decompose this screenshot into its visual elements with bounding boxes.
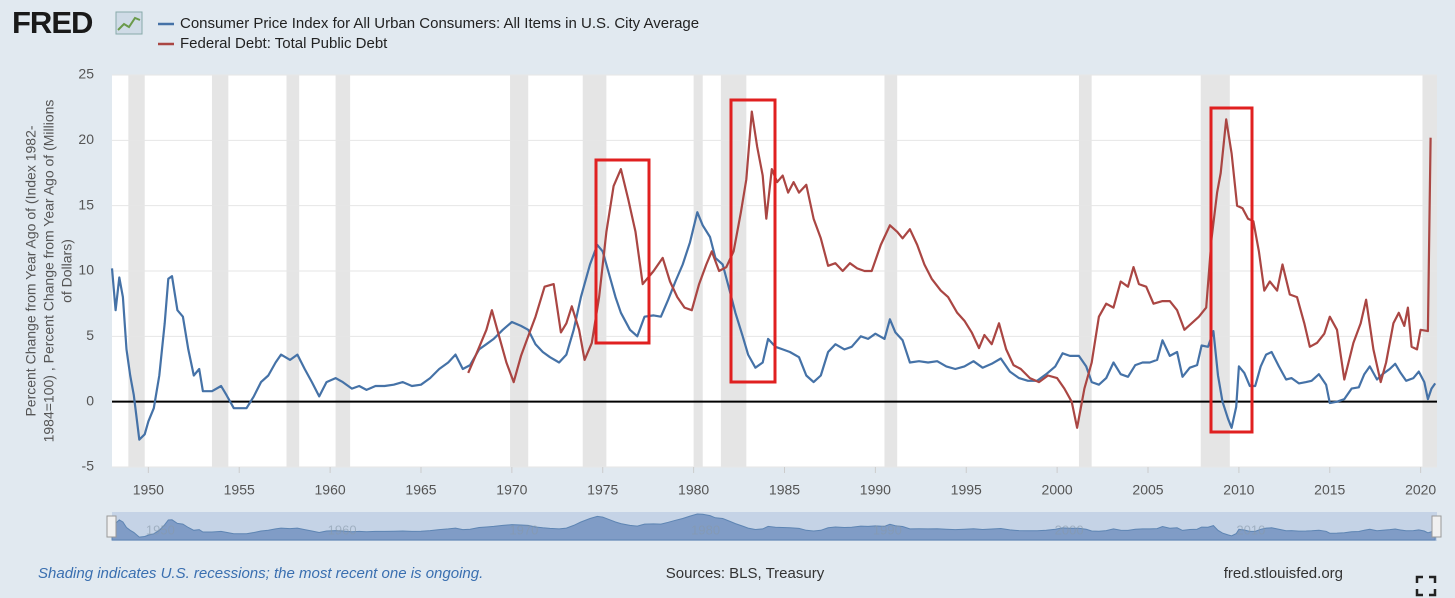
x-tick-label: 2005 bbox=[1132, 482, 1163, 498]
y-tick-label: -5 bbox=[82, 458, 95, 474]
navigator-handle[interactable] bbox=[1431, 515, 1442, 538]
y-tick-label: 20 bbox=[78, 131, 94, 147]
logo: FRED bbox=[12, 5, 93, 40]
annotation-boxes bbox=[594, 98, 1254, 434]
x-tick-label: 1950 bbox=[133, 482, 164, 498]
x-tick-label: 2020 bbox=[1405, 482, 1436, 498]
logo-icon bbox=[115, 11, 143, 35]
legend-label: Federal Debt: Total Public Debt bbox=[180, 35, 388, 52]
fullscreen-button[interactable] bbox=[1415, 575, 1437, 597]
x-tick-label: 1975 bbox=[587, 482, 618, 498]
navigator-tick-label: 2010 bbox=[1236, 522, 1265, 537]
series-line bbox=[467, 110, 1432, 429]
y-tick-label: 0 bbox=[86, 392, 94, 408]
navigator-area bbox=[111, 513, 1436, 541]
x-tick-label: 1970 bbox=[496, 482, 527, 498]
y-axis-label: Percent Change from Year Ago of (Index 1… bbox=[23, 125, 39, 416]
navigator-tick-label: 2000 bbox=[1055, 522, 1084, 537]
navigator-tick-label: 1960 bbox=[328, 522, 357, 537]
y-tick-label: 25 bbox=[78, 66, 94, 82]
y-tick-label: 15 bbox=[78, 196, 94, 212]
x-tick-label: 2010 bbox=[1223, 482, 1254, 498]
y-tick-label: 5 bbox=[86, 327, 94, 343]
x-tick-label: 2015 bbox=[1314, 482, 1345, 498]
navigator-tick-label: 1990 bbox=[873, 522, 902, 537]
navigator-tick-label: 1980 bbox=[691, 522, 720, 537]
sources: Sources: BLS, Treasury bbox=[666, 565, 825, 582]
x-tick-label: 2000 bbox=[1042, 482, 1073, 498]
navigator-tick-label: 1950 bbox=[146, 522, 175, 537]
y-tick-label: 10 bbox=[78, 262, 94, 278]
note: Shading indicates U.S. recessions; the m… bbox=[38, 565, 483, 582]
x-tick-label: 1960 bbox=[315, 482, 346, 498]
navigator-tick-label: 1970 bbox=[509, 522, 538, 537]
legend-label: Consumer Price Index for All Urban Consu… bbox=[180, 15, 699, 32]
url: fred.stlouisfed.org bbox=[1224, 565, 1343, 582]
y-axis-label: 1984=100) , Percent Change from Year Ago… bbox=[41, 100, 57, 443]
y-axis-label: of Dollars) bbox=[59, 239, 75, 303]
x-tick-label: 1990 bbox=[860, 482, 891, 498]
x-tick-label: 1965 bbox=[405, 482, 436, 498]
x-tick-label: 1955 bbox=[224, 482, 255, 498]
x-tick-label: 1985 bbox=[769, 482, 800, 498]
x-tick-label: 1980 bbox=[678, 482, 709, 498]
x-tick-label: 1995 bbox=[951, 482, 982, 498]
navigator-handle[interactable] bbox=[106, 515, 117, 538]
